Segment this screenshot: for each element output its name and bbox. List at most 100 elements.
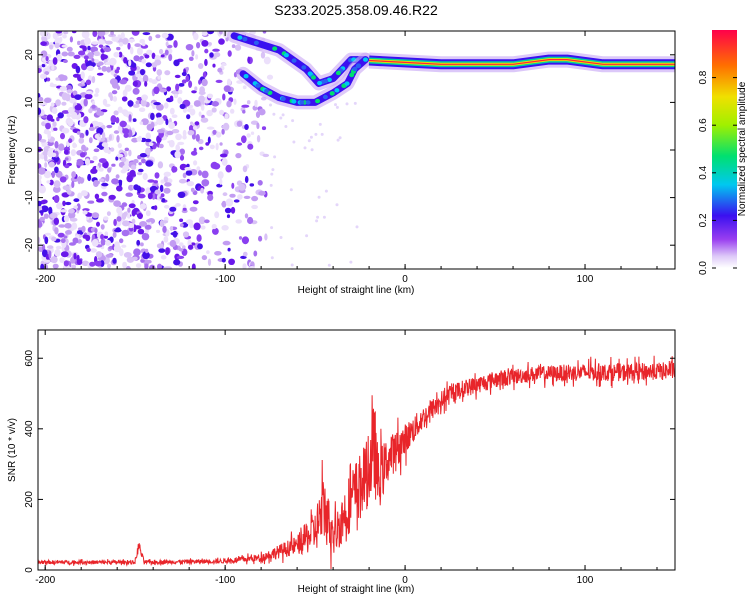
spectrogram-noise-blob	[40, 50, 48, 58]
spectrogram-noise-blob	[96, 221, 100, 227]
spectrogram-noise-blob	[68, 208, 75, 214]
spectrogram-noise-blob	[94, 193, 100, 200]
spectrogram-noise-blob	[122, 128, 130, 135]
spectrogram-noise-blob	[52, 32, 58, 40]
spectrogram-noise-blob	[226, 214, 231, 219]
spectrogram-noise-blob	[263, 56, 271, 65]
spectrogram-noise-blob	[75, 65, 81, 74]
spectrogram-noise-blob	[166, 130, 174, 136]
spectrogram-noise-blob	[101, 142, 109, 148]
spectrogram-noise-blob	[157, 75, 161, 80]
spectrogram-noise-blob	[96, 107, 101, 115]
spectrogram-noise-blob	[38, 133, 42, 141]
snr-y-axis-label: SNR (10 * v/v)	[7, 418, 18, 482]
spectrogram-noise-blob	[121, 96, 128, 102]
spectrogram-noise-blob	[113, 218, 117, 227]
spectrogram-noise-blob	[338, 136, 342, 140]
spectrogram-noise-blob	[202, 71, 207, 78]
spectrogram-noise-blob	[83, 98, 88, 107]
spectrogram-noise-blob	[144, 54, 150, 59]
spectrogram-noise-blob	[289, 188, 293, 192]
spectrogram-noise-blob	[58, 224, 66, 228]
spectrogram-noise-blob	[153, 205, 158, 211]
spectrogram-noise-blob	[79, 177, 85, 184]
spectrogram-noise-blob	[218, 38, 225, 45]
spectrogram-noise-blob	[307, 139, 311, 143]
spectrogram-noise-blob	[353, 101, 357, 105]
spectrogram-noise-blob	[243, 251, 248, 257]
spectrogram-noise-blob	[100, 238, 106, 246]
spectrogram-noise-blob	[284, 125, 288, 128]
spectrogram-noise-blob	[234, 44, 242, 51]
spectrogram-noise-blob	[247, 216, 254, 225]
spectrogram-noise-blob	[51, 236, 57, 242]
spectrogram-noise-blob	[244, 175, 249, 184]
spectrogram-noise-blob	[222, 122, 230, 131]
spectrogram-noise-blob	[61, 51, 69, 57]
spectrogram-noise-blob	[97, 31, 106, 37]
spectrogram-noise-blob	[206, 109, 213, 117]
spectrogram-noise-blob	[175, 133, 183, 141]
spectrogram-noise-blob	[91, 239, 99, 247]
spectrogram-noise-blob	[168, 139, 175, 148]
spectrogram-noise-blob	[163, 236, 169, 243]
spectrogram-noise-blob	[95, 59, 99, 63]
spectrogram-noise-blob	[124, 84, 132, 92]
spectrogram-noise-blob	[54, 227, 59, 235]
spectrogram-noise-blob	[115, 156, 119, 161]
spectrogram-noise-blob	[120, 157, 127, 163]
spectrogram-noise-blob	[51, 65, 55, 71]
spectrogram-noise-blob	[231, 182, 235, 189]
spectrogram-noise-blob	[153, 102, 161, 106]
spectrogram-noise-blob	[157, 129, 165, 134]
spectrogram-noise-blob	[157, 263, 162, 269]
spectrogram-noise-blob	[162, 225, 167, 233]
spectrogram-noise-blob	[279, 116, 283, 120]
spectrogram-noise-blob	[270, 172, 274, 176]
spectrogram-noise-blob	[179, 103, 186, 110]
spectrogram-noise-blob	[186, 163, 190, 168]
spectrogram-noise-blob	[108, 33, 116, 38]
spectrogram-noise-blob	[40, 263, 45, 269]
spectrogram-noise-blob	[145, 147, 151, 156]
spectrogram-noise-blob	[135, 100, 141, 105]
spectrogram-noise-blob	[98, 158, 107, 164]
spectrogram-noise-blob	[38, 153, 41, 161]
spectrogram-noise-blob	[87, 173, 92, 182]
spectrogram-noise-blob	[182, 135, 187, 140]
spectrogram-noise-blob	[44, 162, 48, 168]
spectrogram-noise-blob	[207, 258, 212, 266]
spectrogram-noise-blob	[96, 72, 104, 76]
spectrogram-noise-blob	[269, 103, 272, 107]
spectrogram-noise-blob	[85, 62, 91, 67]
spectrogram-noise-blob	[106, 211, 111, 217]
spectrogram-noise-blob	[193, 32, 199, 41]
spectrogram-noise-blob	[209, 52, 214, 58]
spectrogram-noise-blob	[121, 212, 127, 220]
spectrogram-noise-blob	[176, 255, 185, 259]
spectrogram-noise-blob	[177, 141, 185, 146]
spectrogram-noise-blob	[59, 209, 68, 213]
spectrogram-noise-blob	[169, 239, 177, 248]
spectrogram-noise-blob	[96, 180, 100, 185]
spectrogram-noise-blob	[71, 171, 76, 178]
spectrogram-noise-blob	[131, 31, 140, 36]
spectrogram-noise-blob	[76, 131, 81, 135]
spectrogram-noise-blob	[258, 190, 266, 196]
spectrogram-noise-blob	[241, 104, 250, 108]
spectrogram-noise-blob	[142, 172, 148, 181]
spectrogram-noise-blob	[214, 211, 220, 219]
spectrogram-noise-blob	[211, 107, 217, 113]
spectrogram-noise-blob	[182, 108, 187, 113]
spectrogram-noise-blob	[264, 233, 268, 241]
spectrogram-noise-blob	[133, 248, 141, 256]
spectrogram-noise-blob	[41, 141, 48, 146]
snr-plot-area	[38, 355, 675, 570]
spectrogram-noise-blob	[173, 93, 179, 99]
spectrogram-noise-blob	[39, 31, 48, 37]
spectrogram-noise-blob	[221, 128, 225, 135]
spectrogram-noise-blob	[103, 235, 109, 239]
spectrogram-noise-blob	[98, 66, 102, 70]
spectrogram-noise-blob	[106, 124, 113, 129]
